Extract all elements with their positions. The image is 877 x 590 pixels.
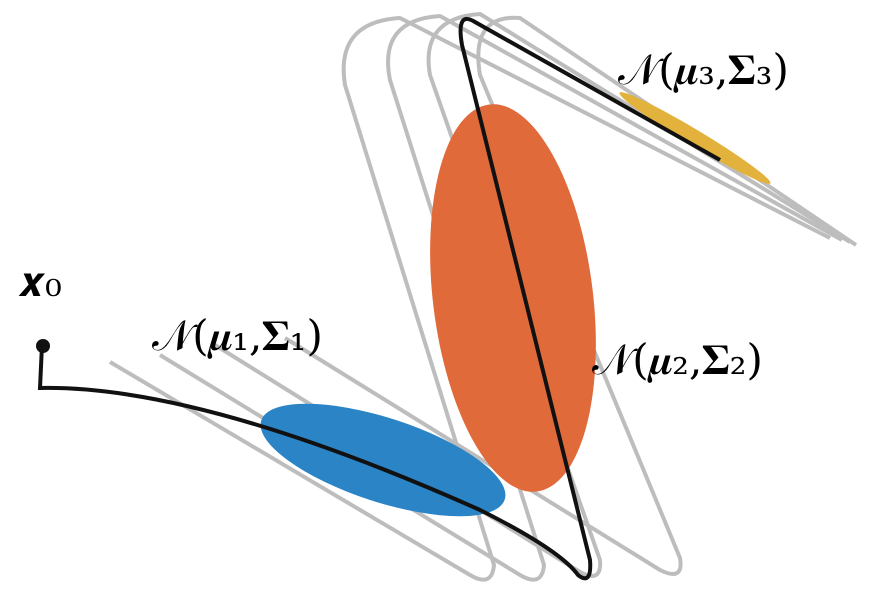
gaussian-label: 𝒩(𝝁₃,𝚺₃)	[618, 45, 789, 94]
gaussian-label: 𝒩(𝝁₁,𝚺₁)	[152, 311, 323, 360]
gaussian-3	[615, 86, 774, 190]
start-point	[36, 339, 50, 353]
gaussian-label: 𝒩(𝝁₂,𝚺₂)	[592, 335, 763, 384]
diagram: 𝒙₀ 𝒩(𝝁₁,𝚺₁) 𝒩(𝝁₂,𝚺₂) 𝒩(𝝁₃,𝚺₃)	[0, 0, 877, 590]
start-label: 𝒙₀	[18, 257, 62, 306]
